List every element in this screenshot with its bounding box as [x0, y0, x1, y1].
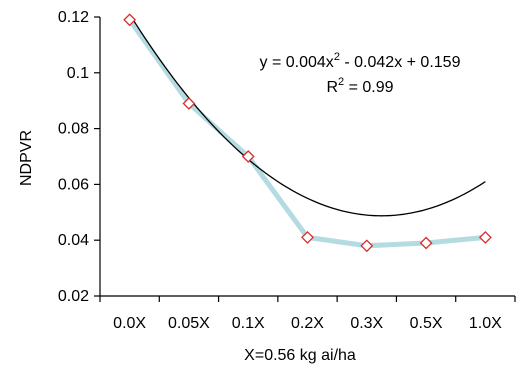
x-axis-title: X=0.56 kg ai/ha: [244, 347, 356, 364]
trendline: [129, 13, 486, 217]
y-tick-label: 0.12: [58, 9, 89, 26]
trendline-equation: y = 0.004x2 - 0.042x + 0.159: [260, 51, 461, 71]
y-tick-label: 0.04: [58, 232, 89, 249]
data-point: [478, 230, 492, 244]
r-squared: R2 = 0.99: [326, 76, 393, 96]
markers: [123, 13, 492, 253]
r-squared-suffix: = 0.99: [344, 79, 393, 96]
x-tick-label: 0.5X: [410, 315, 443, 332]
data-point: [241, 150, 255, 163]
x-tick-label: 1.0X: [469, 315, 502, 332]
equation-exponent: 2: [334, 51, 340, 63]
data-point: [301, 230, 314, 244]
r-squared-exponent: 2: [338, 76, 344, 88]
equation-suffix: - 0.042x + 0.159: [340, 54, 461, 71]
x-tick-label: 0.3X: [350, 315, 383, 332]
data-point: [182, 97, 196, 110]
r-squared-prefix: R: [326, 79, 338, 96]
axes: [99, 17, 515, 297]
x-tick-label: 0.0X: [113, 315, 146, 332]
trendline-curve: [129, 13, 486, 217]
x-tick-label: 0.05X: [168, 315, 210, 332]
data-point: [419, 236, 433, 250]
equation-prefix: y = 0.004x: [260, 54, 334, 71]
x-tick-label: 0.1X: [232, 315, 265, 332]
y-tick-label: 0.06: [58, 176, 89, 193]
x-tick-label: 0.2X: [291, 315, 324, 332]
y-tick-label: 0.02: [58, 288, 89, 305]
x-axis-ticks: 0.0X 0.05X 0.1X 0.2X 0.3X 0.5X 1.0X: [99, 296, 516, 332]
y-tick-label: 0.08: [58, 121, 89, 138]
y-tick-label: 0.1: [67, 65, 89, 82]
y-axis-title: NDPVR: [18, 130, 35, 186]
y-axis-ticks: 0.02 0.04 0.06 0.08 0.1 0.12: [58, 9, 100, 305]
data-point: [360, 239, 374, 253]
data-point: [123, 13, 137, 27]
